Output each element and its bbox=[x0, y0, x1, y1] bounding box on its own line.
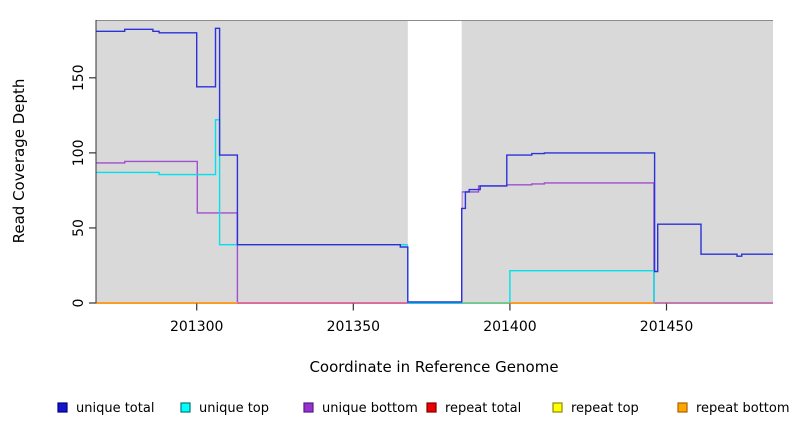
y-axis-title: Read Coverage Depth bbox=[10, 79, 28, 244]
legend-swatch-unique-total bbox=[57, 402, 68, 413]
axes-and-ticks: 0 50 100 150 201300 201350 201400 201450 bbox=[71, 20, 773, 335]
legend-item-unique-total: unique total bbox=[57, 401, 154, 416]
legend-label: repeat top bbox=[571, 401, 639, 416]
gap-band bbox=[407, 21, 462, 303]
legend-swatch-repeat-total bbox=[426, 402, 437, 413]
legend-label: unique top bbox=[199, 401, 269, 416]
legend-swatch-unique-top bbox=[180, 402, 191, 413]
x-axis-title: Coordinate in Reference Genome bbox=[309, 358, 558, 376]
x-tick-label: 201400 bbox=[483, 319, 536, 335]
y-tick-label: 150 bbox=[71, 64, 87, 91]
y-tick-label: 100 bbox=[71, 140, 87, 167]
series-unique-total bbox=[96, 27, 773, 303]
legend-item-repeat-total: repeat total bbox=[426, 401, 521, 416]
legend-item-repeat-top: repeat top bbox=[552, 401, 639, 416]
x-tick-label: 201350 bbox=[327, 319, 380, 335]
legend-item-unique-top: unique top bbox=[180, 401, 269, 416]
no-coverage-gap-band bbox=[407, 21, 462, 303]
legend-swatch-repeat-bottom bbox=[677, 402, 688, 413]
legend-label: repeat bottom bbox=[696, 401, 790, 416]
legend-swatch-unique-bottom bbox=[303, 402, 314, 413]
legend-swatch-repeat-top bbox=[552, 402, 563, 413]
x-tick-label: 201300 bbox=[170, 319, 223, 335]
legend-item-repeat-bottom: repeat bottom bbox=[677, 401, 790, 416]
legend-label: unique bottom bbox=[322, 401, 418, 416]
legend-item-unique-bottom: unique bottom bbox=[303, 401, 418, 416]
series-unique-bottom bbox=[96, 160, 773, 304]
legend-label: repeat total bbox=[445, 401, 521, 416]
y-tick-label: 50 bbox=[71, 219, 87, 237]
x-tick-label: 201450 bbox=[640, 319, 693, 335]
legend: unique total unique top unique bottom repea… bbox=[57, 401, 790, 416]
series-line-unique-total bbox=[96, 27, 773, 303]
legend-label: unique total bbox=[76, 401, 154, 416]
y-tick-label: 0 bbox=[71, 299, 87, 308]
